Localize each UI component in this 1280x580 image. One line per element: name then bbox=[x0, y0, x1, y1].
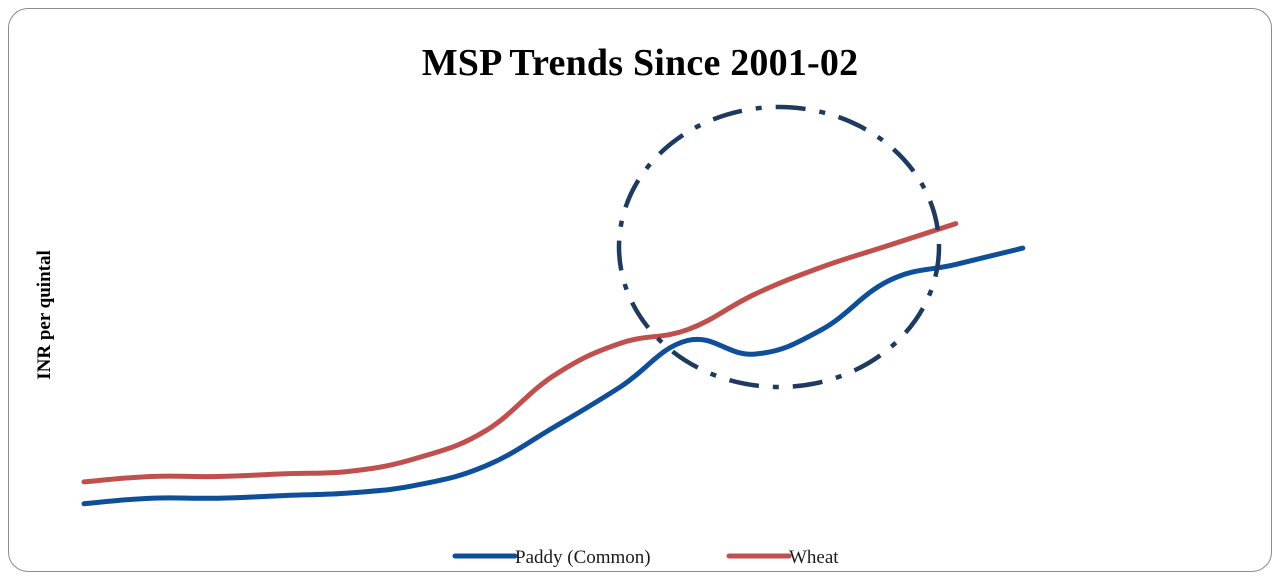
series-line-wheat bbox=[81, 221, 959, 485]
chart-title: MSP Trends Since 2001-02 bbox=[421, 42, 859, 84]
plot-area: Paddy (Common) Wheat bbox=[81, 104, 1026, 568]
series-line-paddy bbox=[81, 245, 1026, 507]
chart-frame: MSP Trends Since 2001-02 INR per quintal… bbox=[8, 8, 1272, 572]
highlight-ellipse bbox=[616, 104, 942, 390]
legend: Paddy (Common) Wheat bbox=[452, 547, 839, 568]
legend-label-wheat: Wheat bbox=[789, 547, 839, 568]
legend-label-paddy: Paddy (Common) bbox=[515, 547, 651, 568]
series-layer bbox=[81, 221, 1026, 507]
